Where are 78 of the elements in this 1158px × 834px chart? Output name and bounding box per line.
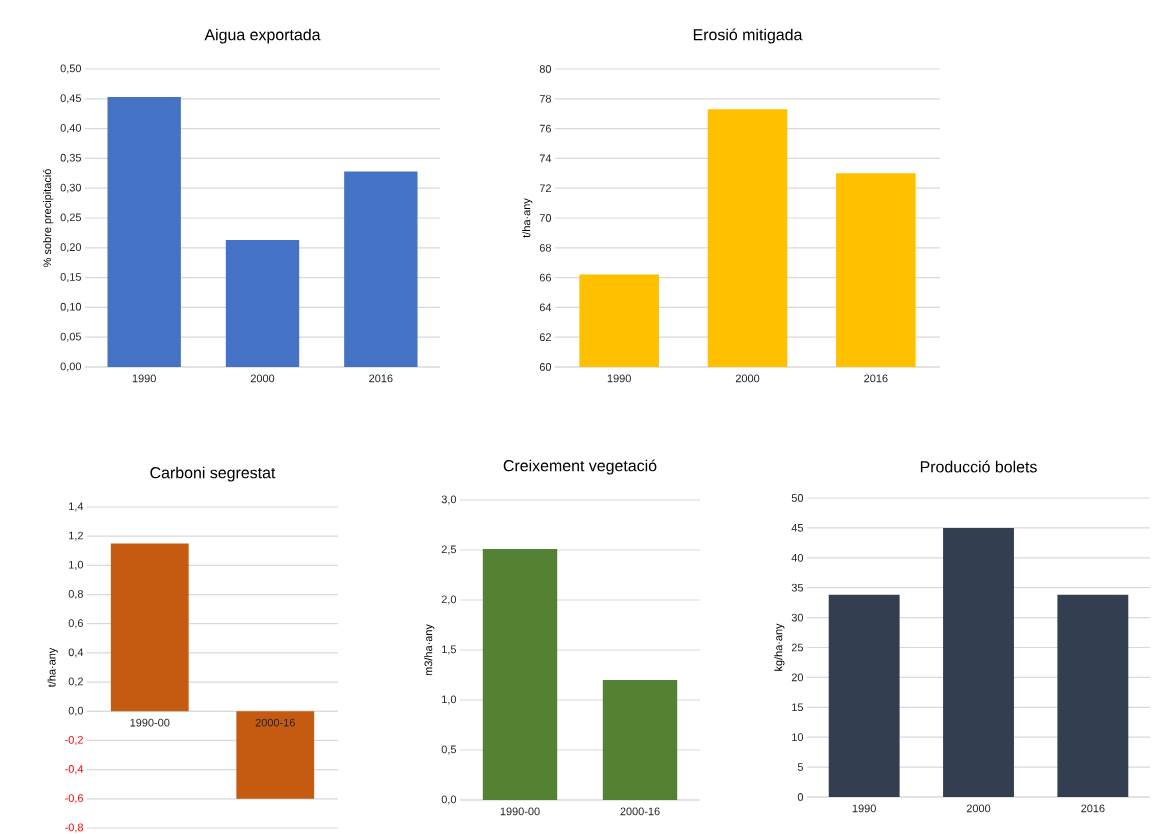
- y-tick-label: -0,6: [65, 794, 83, 804]
- chart-title: Carboni segrestat: [150, 466, 276, 482]
- y-tick-label: 0,00: [60, 362, 82, 372]
- y-tick-label: 68: [539, 243, 551, 252]
- y-axis-title: m3/ha·any: [424, 624, 435, 676]
- y-tick-label: 0,30: [60, 183, 82, 193]
- y-tick-label: 15: [792, 703, 804, 712]
- x-tick-label: 1990: [852, 804, 876, 813]
- chart-title: Aigua exportada: [204, 28, 321, 44]
- y-tick-label: 0,4: [68, 648, 84, 658]
- y-tick-label: 30: [791, 613, 804, 622]
- x-tick-label: 1990-00: [130, 718, 170, 727]
- y-tick-label: -0,2: [65, 735, 83, 745]
- y-tick-label: 62: [539, 333, 551, 342]
- y-tick-label: 1,4: [69, 502, 84, 512]
- y-axis-title: % sobre precipitació: [42, 169, 54, 267]
- y-tick-label: 25: [791, 643, 804, 652]
- y-tick-label: 3,0: [441, 495, 457, 505]
- y-tick-label: 0,6: [68, 619, 83, 629]
- y-tick-label: 0,50: [60, 64, 82, 74]
- y-tick-label: 60: [539, 363, 552, 371]
- chart-title: Creixement vegetació: [503, 459, 657, 475]
- y-tick-label: 64: [539, 303, 552, 312]
- y-tick-label: 45: [791, 524, 804, 532]
- bar: [344, 171, 418, 367]
- x-tick-label: 2000: [250, 374, 275, 383]
- y-tick-label: 66: [539, 273, 551, 282]
- x-tick-label: 2016: [864, 374, 888, 383]
- y-tick-label: 0,8: [68, 590, 83, 600]
- y-axis-title: t/ha·any: [522, 198, 533, 238]
- x-tick-label: 2016: [1081, 804, 1105, 813]
- y-tick-label: 0,40: [60, 124, 82, 134]
- y-tick-label: 1,5: [442, 645, 457, 655]
- y-tick-label: 0,15: [60, 273, 82, 283]
- y-tick-label: 72: [539, 184, 551, 193]
- bar: [107, 97, 181, 367]
- y-tick-label: -0,8: [65, 823, 83, 833]
- y-tick-label: 5: [797, 763, 804, 771]
- y-tick-label: 0,35: [60, 153, 82, 163]
- y-axis-title: kg/ha·any: [774, 623, 785, 671]
- y-tick-label: 0,05: [60, 332, 82, 342]
- y-tick-label: 20: [791, 673, 804, 682]
- y-tick-label: 0,5: [441, 745, 457, 755]
- y-tick-label: 1,0: [442, 695, 457, 705]
- y-axis-title: t/ha·any: [47, 647, 58, 688]
- x-tick-label: 1990: [132, 374, 156, 383]
- y-tick-label: 0,2: [68, 677, 83, 687]
- y-tick-label: 0,10: [60, 302, 82, 312]
- chart-title: Erosió mitigada: [693, 28, 803, 44]
- chart-title: Producció bolets: [920, 460, 1037, 473]
- y-tick-label: 0,25: [60, 213, 82, 223]
- y-tick-label: 76: [539, 124, 551, 133]
- x-tick-label: 2000: [966, 804, 991, 813]
- y-tick-label: -0,4: [65, 765, 84, 775]
- y-tick-label: 78: [539, 94, 551, 103]
- x-tick-label: 2000-16: [255, 718, 295, 727]
- x-tick-label: 1990: [607, 374, 631, 383]
- y-tick-label: 0,45: [60, 94, 82, 104]
- y-tick-label: 2,5: [441, 545, 457, 555]
- y-tick-label: 35: [791, 583, 804, 592]
- y-tick-label: 80: [539, 65, 552, 73]
- y-tick-label: 40: [791, 553, 804, 562]
- y-tick-label: 1,0: [69, 560, 84, 570]
- y-tick-label: 70: [539, 214, 552, 222]
- y-tick-label: 2,0: [441, 595, 457, 605]
- y-tick-label: 10: [792, 733, 804, 742]
- y-tick-label: 74: [539, 154, 552, 163]
- x-tick-label: 2000-16: [620, 807, 660, 816]
- y-tick-label: 50: [791, 494, 804, 502]
- bar: [225, 240, 300, 367]
- x-tick-label: 2000: [735, 374, 760, 383]
- y-tick-label: 1,2: [69, 531, 83, 541]
- x-tick-label: 2016: [369, 374, 393, 383]
- y-tick-label: 0,0: [68, 706, 84, 716]
- x-tick-label: 1990-00: [500, 807, 540, 816]
- y-tick-label: 0,20: [60, 243, 82, 253]
- y-tick-label: 0: [797, 793, 804, 801]
- y-tick-label: 0,0: [441, 795, 457, 805]
